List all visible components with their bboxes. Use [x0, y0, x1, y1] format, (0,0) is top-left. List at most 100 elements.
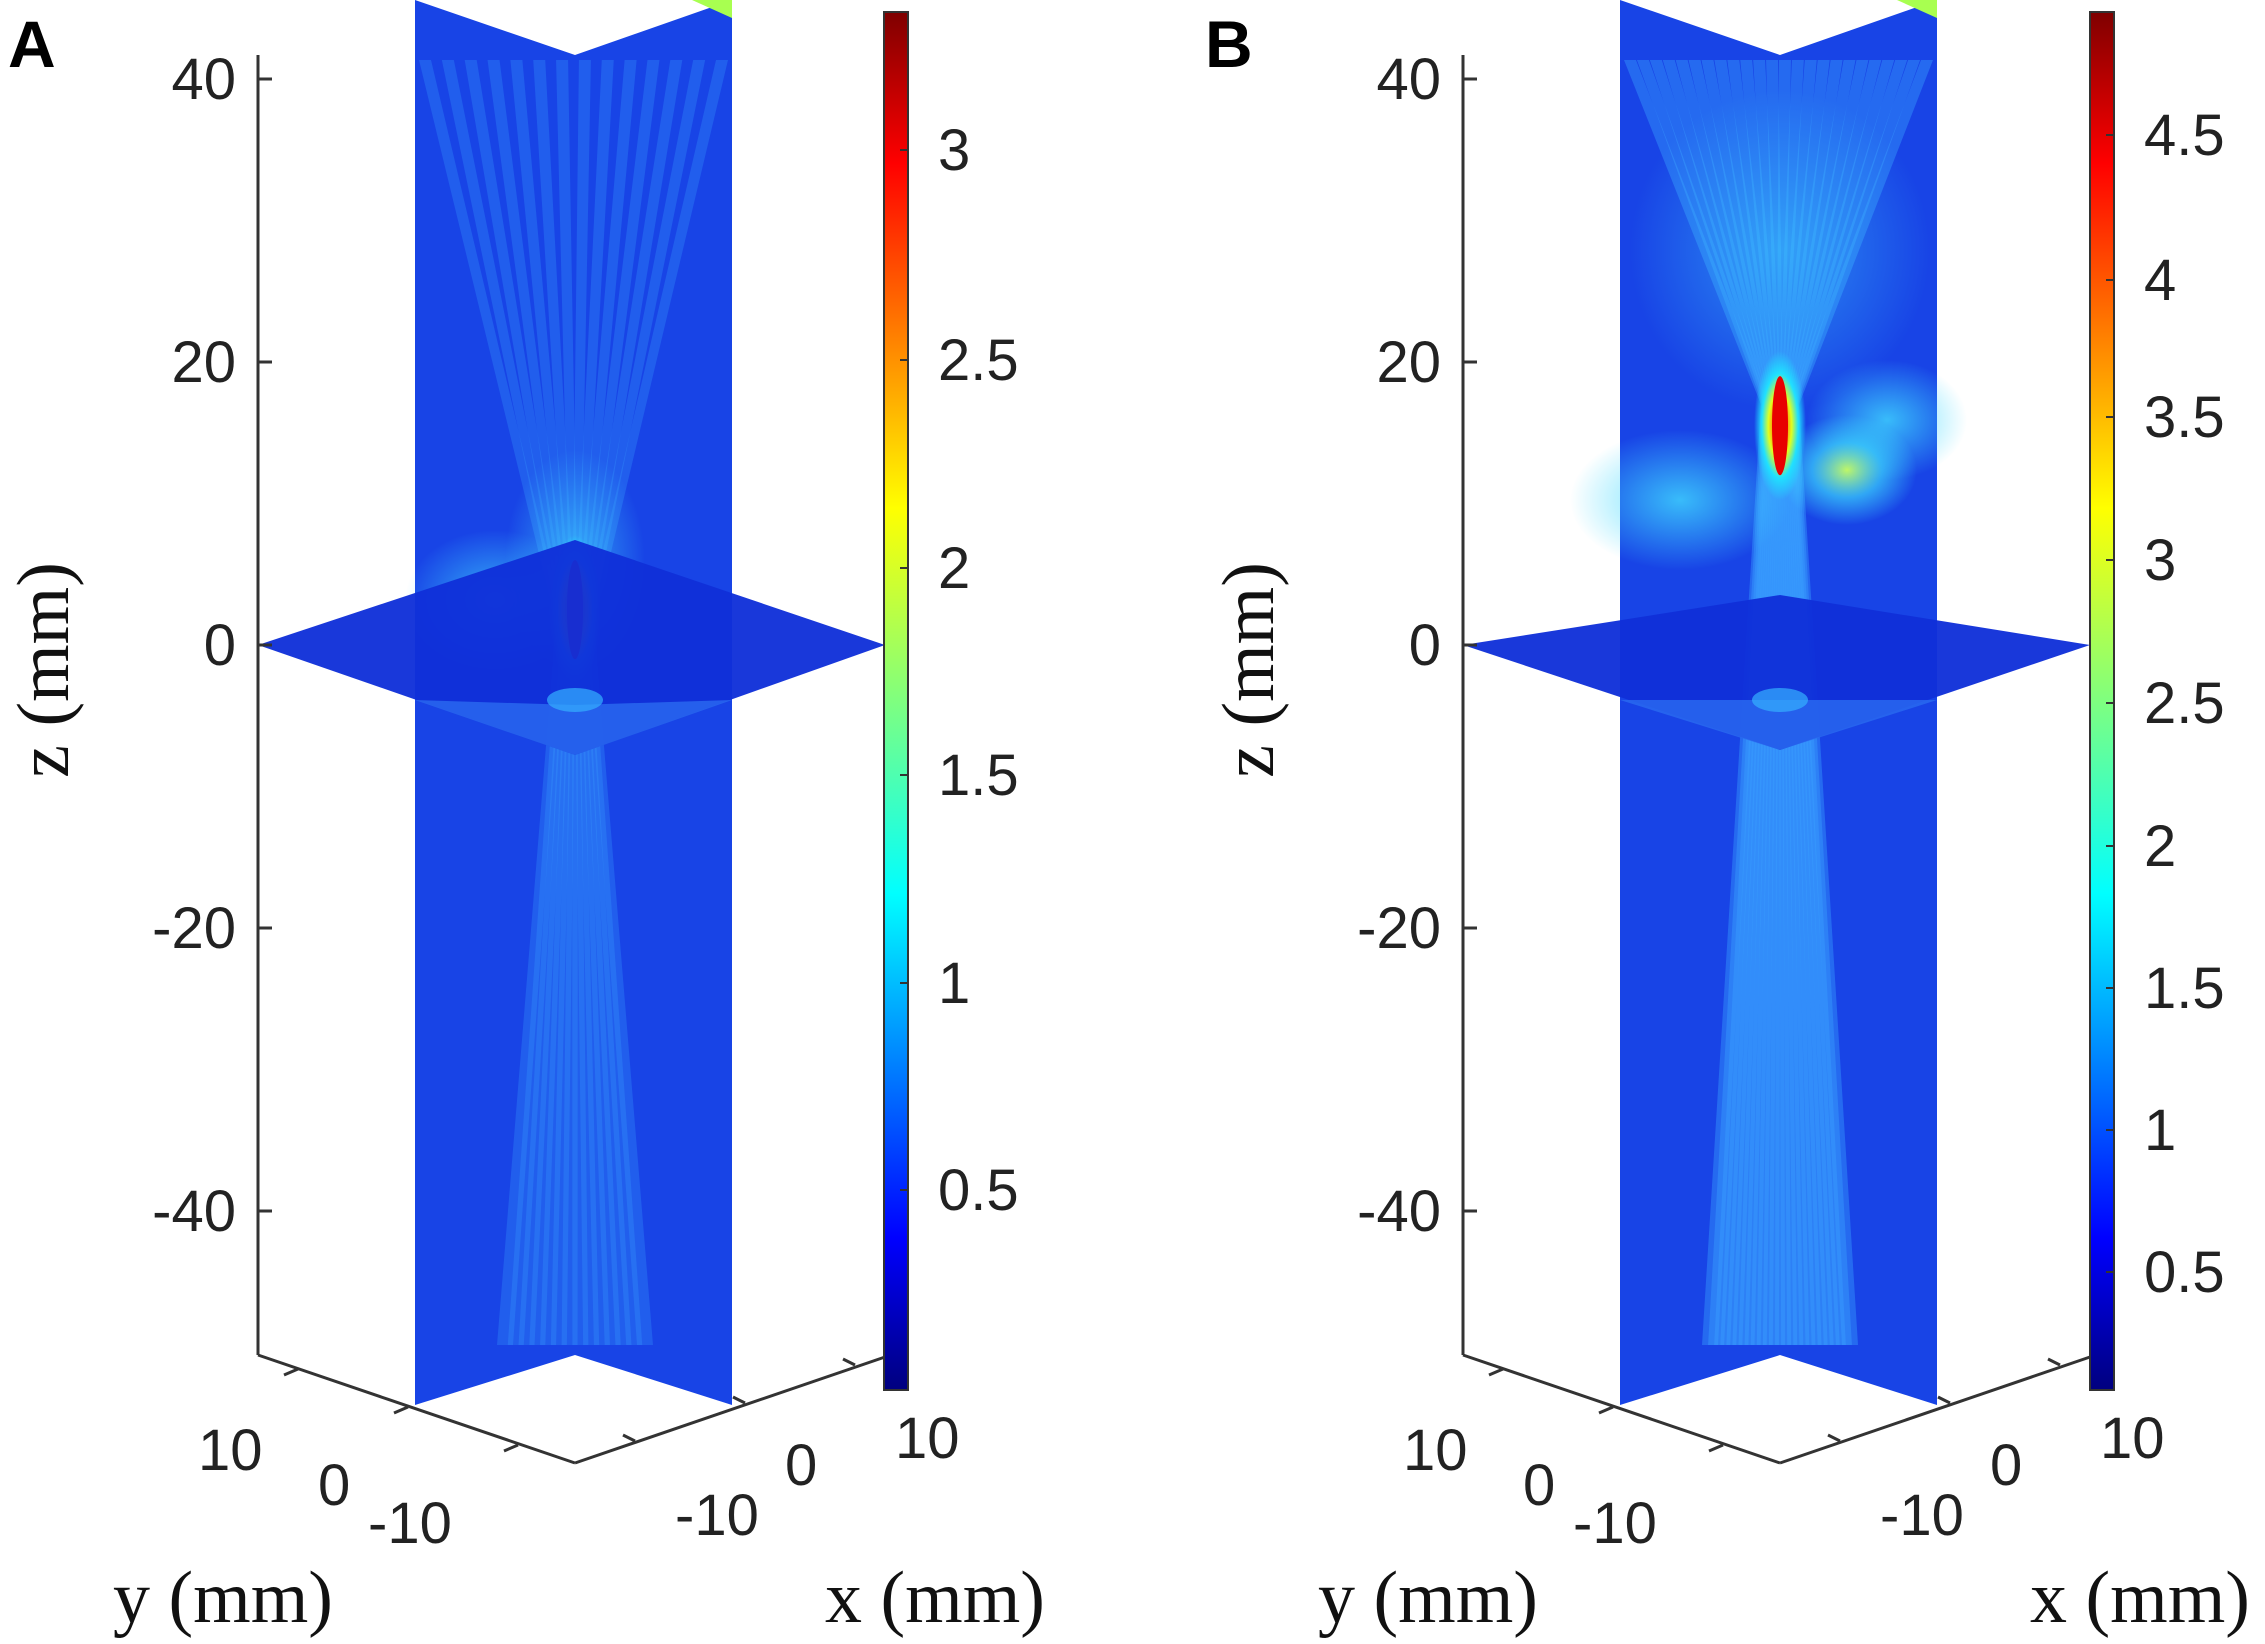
- field-glow: [1777, 415, 1917, 525]
- z-axis-label: z (mm): [1208, 562, 1290, 778]
- x-tick-mark: [732, 1395, 746, 1405]
- x-tick-label: 10: [2100, 1406, 2165, 1471]
- panel-b: B 40 20 0 -20 -40 z (mm) 10 0 -10 -10 0 10 y (mm) x (m…: [1205, 0, 2250, 1639]
- y-tick-label: -10: [368, 1491, 452, 1556]
- base-axes: 10 0 -10 -10 0 10 y (mm) x (mm): [1318, 1353, 2250, 1639]
- z-tick-label: -20: [152, 896, 236, 961]
- y-tick-mark: [1598, 1405, 1614, 1415]
- colorbar: 3 2.5 2 1.5 1 0.5: [883, 11, 1019, 1391]
- y-axis-label: y (mm): [1318, 1557, 1538, 1639]
- y-tick-mark: [393, 1405, 409, 1415]
- x-tick-label: -10: [1880, 1483, 1964, 1548]
- y-tick-label: 10: [1403, 1418, 1468, 1483]
- beam-streak: [574, 60, 614, 1345]
- colorbar-tick-label: 2.5: [938, 328, 1019, 393]
- beam-streak: [556, 60, 578, 1345]
- beam-streak: [1649, 60, 1772, 1345]
- beam-streak: [583, 60, 706, 1345]
- z-axis-label: z (mm): [3, 562, 85, 778]
- colorbar-gradient: [2089, 11, 2115, 1391]
- z-tick-label: 0: [204, 613, 236, 678]
- y-tick-mark: [1708, 1443, 1724, 1453]
- z-tick-label: -40: [1357, 1179, 1441, 1244]
- xy-plane-front: [415, 700, 732, 755]
- colorbar-tick-label: 1.5: [938, 743, 1019, 808]
- field-glow: [1570, 430, 1790, 570]
- beam-streak: [487, 60, 571, 1345]
- z-tick-label: -20: [1357, 896, 1441, 961]
- xy-plane: [1463, 595, 2090, 750]
- beam-streak: [1781, 60, 1843, 1345]
- colorbar-tick-label: 0.5: [938, 1158, 1019, 1223]
- colorbar-tick-label: 0.5: [2144, 1240, 2225, 1305]
- colorbar-tick-label: 2: [938, 536, 970, 601]
- z-axis: 40 20 0 -20 -40 z (mm): [1208, 47, 1477, 1355]
- beam-streak: [1785, 60, 1882, 1345]
- x-axis-label: x (mm): [825, 1557, 1045, 1639]
- beam-streak: [1783, 60, 1856, 1345]
- z-tick-label: 20: [171, 330, 236, 395]
- beam-streak: [1688, 60, 1776, 1345]
- xy-plane: [258, 540, 885, 755]
- beam-streak: [1714, 60, 1779, 1345]
- field-glow: [1630, 90, 1930, 410]
- x-tick-label: -10: [675, 1483, 759, 1548]
- beam-streak: [441, 60, 567, 1345]
- beam-streak: [579, 60, 660, 1345]
- y-tick-label: 0: [1523, 1453, 1555, 1518]
- colorbar-tick-label: 2.5: [2144, 671, 2225, 736]
- x-tick-label: 10: [895, 1406, 960, 1471]
- y-tick-label: 0: [318, 1453, 350, 1518]
- x-tick-label: 0: [1990, 1433, 2022, 1498]
- panel-label: A: [8, 7, 56, 81]
- beam-streak: [1636, 60, 1771, 1345]
- top-edge-accent: [692, 0, 732, 18]
- beam-streak: [572, 60, 591, 1345]
- beam-streak: [586, 60, 728, 1345]
- beam-streak: [576, 60, 637, 1345]
- beam-streak: [1789, 60, 1921, 1345]
- beam-streak: [1787, 60, 1895, 1345]
- beam-streak: [1780, 60, 1830, 1345]
- base-axes: 10 0 -10 -10 0 10 y (mm) x (mm): [113, 1353, 1045, 1639]
- beam-streak: [510, 60, 574, 1345]
- beam-streak: [1675, 60, 1775, 1345]
- z-axis: 40 20 0 -20 -40 z (mm): [3, 47, 272, 1355]
- colorbar: 4.5 4 3.5 3 2.5 2 1.5 1 0.5: [2089, 11, 2225, 1391]
- y-axis-label: y (mm): [113, 1557, 333, 1639]
- beam-streak: [1791, 60, 1933, 1345]
- beam-streak: [1784, 60, 1869, 1345]
- x-axis-label: x (mm): [2030, 1557, 2250, 1639]
- beam-streak: [1727, 60, 1780, 1345]
- y-tick-label: -10: [1573, 1491, 1657, 1556]
- xy-ripple: [547, 688, 603, 712]
- colorbar-tick-label: 1.5: [2144, 956, 2225, 1021]
- vertical-slices: [1570, 0, 1967, 1405]
- y-tick-label: 10: [198, 1418, 263, 1483]
- top-edge-accent: [1897, 0, 1937, 18]
- beam-streak: [464, 60, 569, 1345]
- z-tick-label: 40: [171, 47, 236, 112]
- colorbar-gradient: [883, 11, 909, 1391]
- colorbar-tick-label: 2: [2144, 814, 2176, 879]
- y-tick-mark: [503, 1443, 519, 1453]
- colorbar-tick-label: 1: [938, 951, 970, 1016]
- colorbar-tick-label: 1: [2144, 1098, 2176, 1163]
- beam-streak: [581, 60, 683, 1345]
- panel-a: A 40 20 0 -20 -40 z (mm) 10 0 -10 -10 0 10 y (mm) x (m…: [3, 0, 1045, 1639]
- beam-streak: [533, 60, 576, 1345]
- x-tick-mark: [622, 1433, 636, 1443]
- focal-peak: [1772, 376, 1788, 476]
- panel-label: B: [1205, 7, 1253, 81]
- colorbar-tick-label: 4: [2144, 248, 2176, 313]
- z-tick-label: 0: [1409, 613, 1441, 678]
- z-tick-label: 20: [1376, 330, 1441, 395]
- colorbar-tick-label: 3.5: [2144, 385, 2225, 450]
- y-tick-mark: [1488, 1367, 1504, 1377]
- y-tick-mark: [283, 1367, 299, 1377]
- colorbar-tick-label: 3: [938, 118, 970, 183]
- beam-streak: [1662, 60, 1773, 1345]
- x-tick-mark: [1937, 1395, 1951, 1405]
- beam-streak: [1701, 60, 1777, 1345]
